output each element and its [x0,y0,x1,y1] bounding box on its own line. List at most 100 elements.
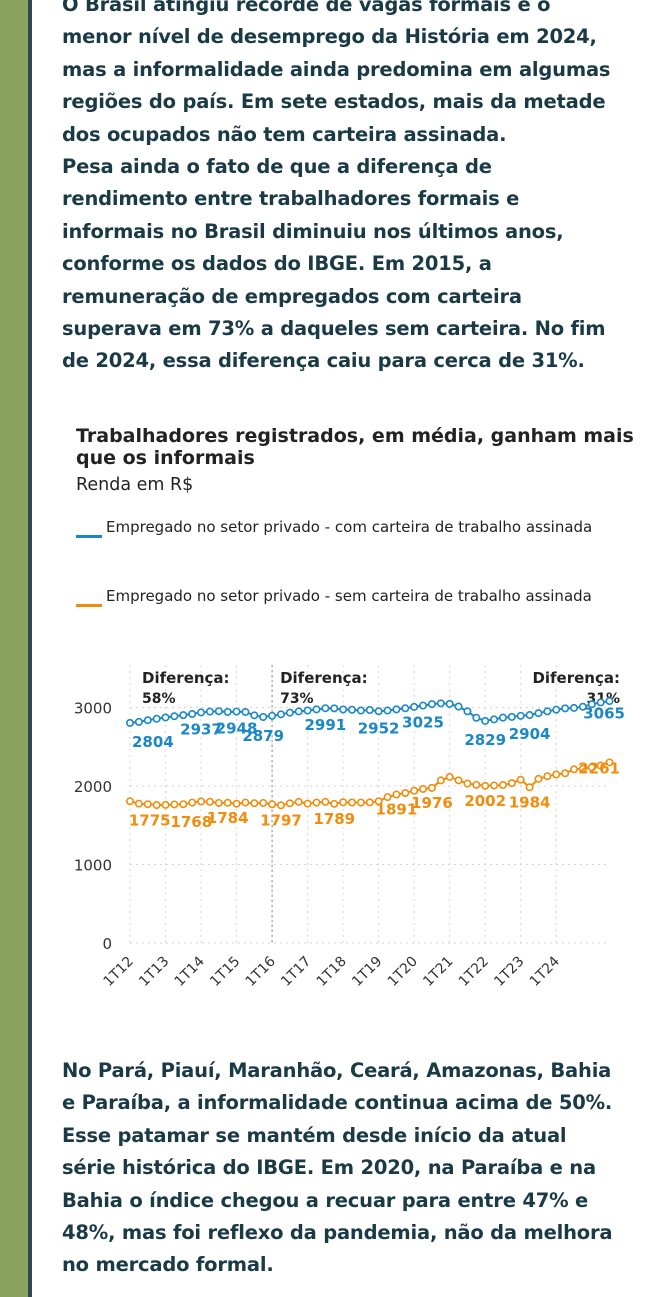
data-point-formal [347,705,356,714]
data-label-informal: 1784 [207,809,249,827]
data-point-formal [374,707,383,716]
data-point-formal [356,706,365,715]
data-point-informal [214,798,223,807]
x-tick-label: 1T14 [172,953,208,989]
data-point-informal [294,797,303,806]
data-point-formal [419,701,428,710]
data-point-formal [223,707,232,716]
x-tick-label: 1T20 [385,954,421,990]
data-point-informal [365,798,374,807]
data-label-formal: 2948 [216,720,258,738]
data-point-formal [134,717,143,726]
data-point-informal [605,758,614,767]
data-point-informal [170,800,179,809]
data-point-informal [339,798,348,807]
data-point-formal [152,714,161,723]
data-point-informal [179,800,188,809]
data-point-informal [152,800,161,809]
article-text-bottom: No Pará, Piauí, Maranhão, Ceará, Amazona… [62,1055,622,1282]
data-point-formal [605,697,614,706]
x-tick-label: 1T18 [314,954,350,990]
y-tick-label: 2000 [74,778,112,796]
legend-label-informal: Empregado no setor privado - sem carteir… [106,587,592,605]
annotation-title: Diferença: [532,669,620,687]
y-tick-label: 3000 [74,700,112,718]
data-point-informal [481,781,490,790]
data-label-formal: 2829 [464,731,506,749]
data-point-formal [454,702,463,711]
data-point-informal [578,764,587,773]
data-point-informal [490,781,499,790]
y-tick-label: 0 [102,935,112,953]
data-point-informal [445,772,454,781]
x-tick-label: 1T21 [420,954,456,990]
data-point-formal [569,703,578,712]
data-point-informal [321,797,330,806]
data-point-informal [303,799,312,808]
data-point-informal [498,781,507,790]
data-point-informal [205,797,214,806]
data-point-formal [543,707,552,716]
article-paragraph: Pesa ainda o fato de que a diferença de … [62,155,606,373]
data-point-formal [330,704,339,713]
data-point-informal [330,799,339,808]
chart-title: Trabalhadores registrados, em média, gan… [76,425,634,469]
data-label-formal: 2904 [509,725,551,743]
data-point-formal [259,712,268,721]
data-point-informal [392,790,401,799]
data-point-formal [312,705,321,714]
data-point-informal [401,788,410,797]
x-tick-label: 1T15 [207,954,243,990]
annotation-value: 58% [142,691,176,707]
data-point-formal [587,700,596,709]
data-point-informal [374,797,383,806]
data-point-formal [383,706,392,715]
sidebar-accent-bar [0,0,28,1297]
data-point-formal [436,699,445,708]
data-point-formal [250,711,259,720]
data-point-informal [569,765,578,774]
data-point-informal [276,801,285,810]
data-point-informal [383,793,392,802]
data-label-informal: 2002 [464,792,506,810]
data-point-formal [472,713,481,722]
data-label-informal: 1891 [376,801,418,819]
data-point-formal [268,711,277,720]
article-paragraph: No Pará, Piauí, Maranhão, Ceará, Amazona… [62,1059,613,1277]
data-point-formal [179,711,188,720]
data-point-formal [294,707,303,716]
data-point-formal [321,704,330,713]
data-point-formal [197,708,206,717]
data-point-informal [552,770,561,779]
data-point-formal [232,707,241,716]
data-point-formal [339,705,348,714]
data-point-informal [356,798,365,807]
data-point-informal [197,797,206,806]
data-point-informal [232,799,241,808]
annotation-title: Diferença: [142,669,230,687]
data-point-informal [419,784,428,793]
data-point-informal [241,798,250,807]
legend-swatch-formal [76,535,102,538]
data-point-informal [436,776,445,785]
y-tick-label: 1000 [74,857,112,875]
x-tick-label: 1T19 [349,954,385,990]
data-point-informal [285,799,294,808]
data-point-informal [463,779,472,788]
data-point-formal [143,716,152,725]
data-label-formal: 2879 [242,727,284,745]
data-point-formal [516,711,525,720]
annotation-title: Diferença: [280,669,368,687]
data-label-informal: 1775 [129,812,171,830]
data-point-informal [534,774,543,783]
data-point-informal [410,786,419,795]
data-point-informal [161,800,170,809]
data-point-formal [552,705,561,714]
data-point-formal [525,711,534,720]
data-point-formal [126,718,135,727]
data-point-informal [259,798,268,807]
sidebar-divider-line [28,0,32,1297]
data-point-formal [596,698,605,707]
data-label-informal: 1789 [313,810,355,828]
data-point-informal [454,776,463,785]
